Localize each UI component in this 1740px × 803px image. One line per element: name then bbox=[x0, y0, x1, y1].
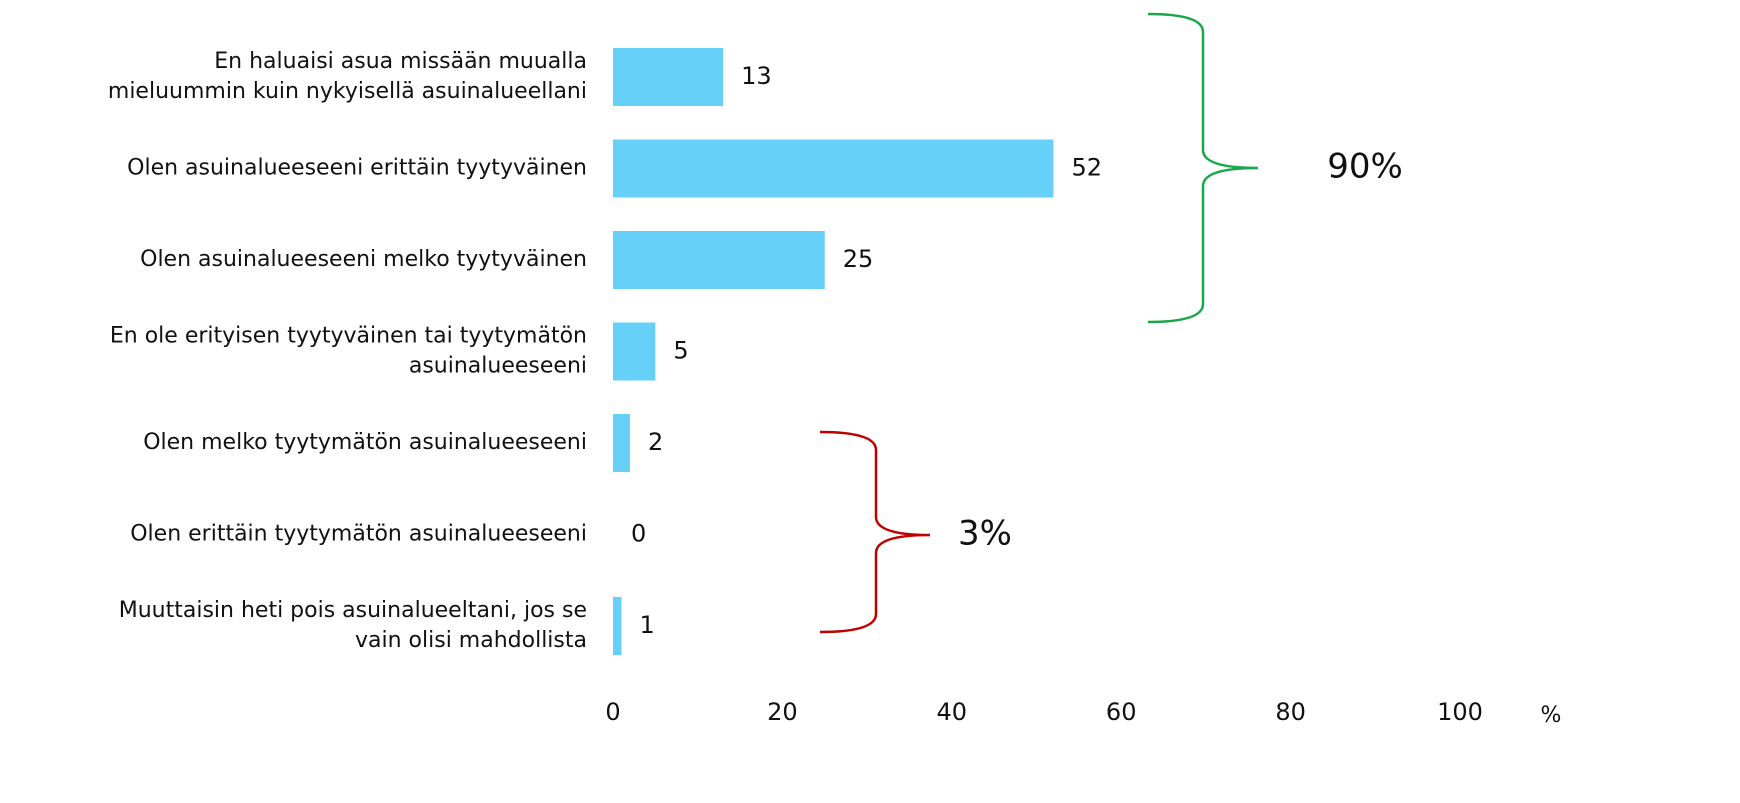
category-label: mieluummin kuin nykyisellä asuinalueella… bbox=[108, 79, 587, 104]
category-label: En ole erityisen tyytyväinen tai tyytymä… bbox=[110, 324, 587, 349]
category-label: vain olisi mahdollista bbox=[355, 628, 587, 653]
value-label: 52 bbox=[1071, 154, 1102, 182]
x-tick-label: 20 bbox=[767, 698, 798, 726]
x-tick-label: 80 bbox=[1275, 698, 1306, 726]
annotation: 3% bbox=[958, 514, 1012, 554]
bar bbox=[613, 48, 724, 106]
category-label: Olen asuinalueeseeni melko tyytyväinen bbox=[140, 247, 587, 272]
x-tick-label: 40 bbox=[937, 698, 968, 726]
category-label: Olen erittäin tyytymätön asuinalueeseeni bbox=[130, 522, 587, 547]
bar bbox=[613, 414, 630, 472]
value-label: 0 bbox=[631, 520, 646, 548]
brace bbox=[1147, 12, 1259, 324]
value-label: 5 bbox=[673, 337, 688, 365]
x-tick-label: 60 bbox=[1106, 698, 1137, 726]
annotation: 90% bbox=[1327, 147, 1403, 187]
category-label: Muuttaisin heti pois asuinalueeltani, jo… bbox=[119, 598, 587, 623]
category-label: En haluaisi asua missään muualla bbox=[214, 49, 587, 74]
bar bbox=[613, 139, 1054, 198]
category-label: Olen melko tyytymätön asuinalueeseeni bbox=[143, 430, 587, 455]
bar bbox=[613, 231, 825, 289]
x-axis-label: % bbox=[1541, 703, 1562, 728]
x-tick-label: 100 bbox=[1437, 698, 1483, 726]
category-label: asuinalueeseeni bbox=[409, 354, 587, 379]
bar bbox=[613, 322, 656, 381]
bar bbox=[613, 597, 622, 655]
value-label: 1 bbox=[639, 611, 654, 639]
value-label: 13 bbox=[741, 62, 772, 90]
value-label: 2 bbox=[648, 428, 663, 456]
category-label: Olen asuinalueeseeni erittäin tyytyväine… bbox=[127, 156, 587, 181]
x-tick-label: 0 bbox=[605, 698, 620, 726]
value-label: 25 bbox=[843, 245, 874, 273]
brace bbox=[819, 430, 931, 634]
